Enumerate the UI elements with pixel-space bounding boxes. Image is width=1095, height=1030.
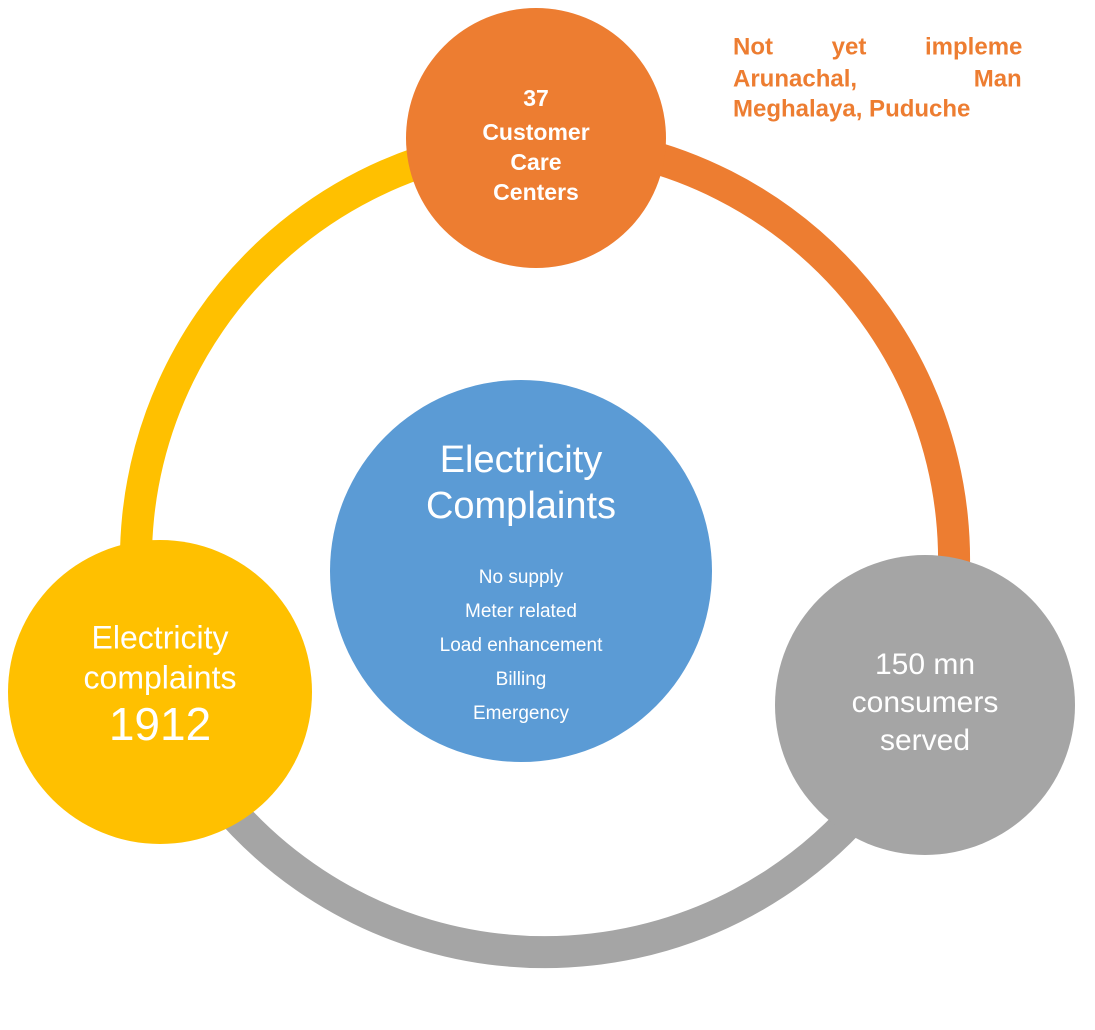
center-item: Emergency bbox=[473, 703, 570, 724]
node-text: Electricity complaints 1912 150 mn consu… bbox=[84, 619, 999, 756]
note-line: Meghalaya, Puduche bbox=[733, 95, 970, 122]
node-label: Centers bbox=[493, 179, 579, 205]
center-title: Electricity bbox=[440, 439, 603, 481]
node-label: complaints bbox=[84, 659, 237, 695]
center-circle bbox=[330, 380, 712, 762]
center-title: Complaints bbox=[426, 485, 616, 527]
node-label: Customer bbox=[482, 119, 589, 145]
node-label: 150 mn bbox=[875, 648, 975, 681]
node-label: served bbox=[880, 724, 970, 757]
node-label: 1912 bbox=[109, 698, 211, 750]
node-label: 37 bbox=[523, 85, 549, 111]
note-line: Not yet impleme bbox=[733, 33, 1022, 60]
center-item: Load enhancement bbox=[440, 635, 603, 656]
note: Not yet impleme Arunachal, Man Meghalaya… bbox=[733, 33, 1022, 122]
center-text: Electricity Complaints No supply Meter r… bbox=[426, 439, 616, 724]
center-item: Billing bbox=[496, 669, 547, 690]
note-line: Arunachal, Man bbox=[733, 65, 1022, 92]
node-circle bbox=[8, 540, 312, 844]
node-circle bbox=[775, 555, 1075, 855]
node-circle bbox=[406, 8, 666, 268]
node-text: 37 Customer Care Centers bbox=[482, 85, 589, 205]
node-label: Electricity bbox=[92, 619, 229, 655]
node-label: Care bbox=[510, 149, 561, 175]
node-label: consumers bbox=[852, 686, 999, 719]
center-item: No supply bbox=[479, 567, 564, 588]
center-item: Meter related bbox=[465, 601, 577, 622]
